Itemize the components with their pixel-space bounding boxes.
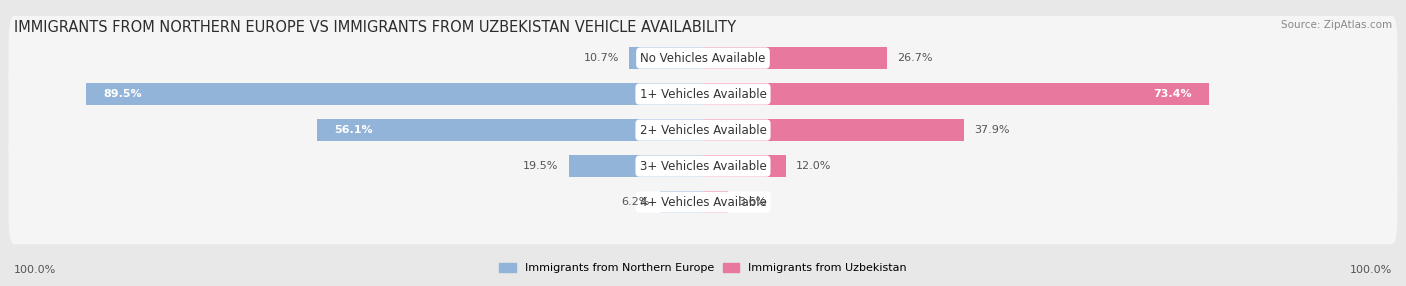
- Bar: [703, 47, 887, 69]
- Text: 10.7%: 10.7%: [583, 53, 619, 63]
- Text: 4+ Vehicles Available: 4+ Vehicles Available: [640, 196, 766, 208]
- Text: 3+ Vehicles Available: 3+ Vehicles Available: [640, 160, 766, 172]
- Text: 19.5%: 19.5%: [523, 161, 558, 171]
- FancyBboxPatch shape: [8, 52, 1398, 136]
- Bar: [316, 119, 703, 141]
- Text: 3.6%: 3.6%: [738, 197, 766, 207]
- Text: 26.7%: 26.7%: [897, 53, 932, 63]
- Bar: [86, 83, 703, 105]
- Bar: [703, 155, 786, 177]
- Text: 37.9%: 37.9%: [974, 125, 1010, 135]
- Text: No Vehicles Available: No Vehicles Available: [640, 51, 766, 65]
- Text: 56.1%: 56.1%: [333, 125, 373, 135]
- Bar: [703, 191, 728, 213]
- Bar: [703, 83, 1209, 105]
- Text: Source: ZipAtlas.com: Source: ZipAtlas.com: [1281, 20, 1392, 30]
- FancyBboxPatch shape: [8, 124, 1398, 208]
- Legend: Immigrants from Northern Europe, Immigrants from Uzbekistan: Immigrants from Northern Europe, Immigra…: [495, 258, 911, 278]
- Text: 100.0%: 100.0%: [14, 265, 56, 275]
- Text: 1+ Vehicles Available: 1+ Vehicles Available: [640, 88, 766, 101]
- FancyBboxPatch shape: [8, 160, 1398, 244]
- Text: 2+ Vehicles Available: 2+ Vehicles Available: [640, 124, 766, 137]
- Text: 89.5%: 89.5%: [104, 89, 142, 99]
- Text: 100.0%: 100.0%: [1350, 265, 1392, 275]
- Bar: [703, 119, 965, 141]
- Bar: [568, 155, 703, 177]
- Bar: [630, 47, 703, 69]
- FancyBboxPatch shape: [8, 88, 1398, 172]
- Text: IMMIGRANTS FROM NORTHERN EUROPE VS IMMIGRANTS FROM UZBEKISTAN VEHICLE AVAILABILI: IMMIGRANTS FROM NORTHERN EUROPE VS IMMIG…: [14, 20, 737, 35]
- Bar: [661, 191, 703, 213]
- FancyBboxPatch shape: [8, 16, 1398, 100]
- Text: 6.2%: 6.2%: [621, 197, 650, 207]
- Text: 12.0%: 12.0%: [796, 161, 831, 171]
- Text: 73.4%: 73.4%: [1153, 89, 1191, 99]
